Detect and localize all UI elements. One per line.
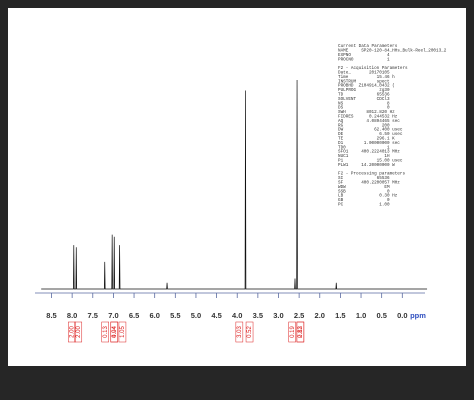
x-axis-label: ppm bbox=[410, 311, 426, 320]
parameter-line: LB 0.30 Hz bbox=[338, 194, 398, 199]
parameter-line: GB 0 bbox=[338, 198, 390, 203]
integral-box bbox=[245, 321, 254, 343]
parameter-line: WDW EM bbox=[338, 185, 390, 190]
parameter-line: DS 0 bbox=[338, 106, 390, 111]
parameter-line: PROBHD Z104914_0432 ( bbox=[338, 84, 395, 89]
parameter-line: NS 8 bbox=[338, 101, 390, 106]
x-tick-label: 8.5 bbox=[46, 311, 56, 320]
x-tick-label: 3.0 bbox=[273, 311, 283, 320]
x-tick-label: 0.5 bbox=[376, 311, 386, 320]
parameter-line: P1 15.00 usec bbox=[338, 159, 403, 164]
x-tick-label: 1.5 bbox=[335, 311, 345, 320]
parameter-line: PC 1.00 bbox=[338, 203, 390, 208]
parameter-line: TD 65536 bbox=[338, 93, 390, 98]
parameter-line: Time 15.46 h bbox=[338, 75, 395, 80]
parameter-line: Date_ 20170105 bbox=[338, 71, 390, 76]
integral-label: 0.19 bbox=[290, 326, 296, 338]
integral-box bbox=[74, 321, 83, 343]
parameter-line: DW 62.400 usec bbox=[338, 128, 403, 133]
x-tick-label: 0.0 bbox=[397, 311, 407, 320]
integral-label: 2.00 bbox=[69, 326, 75, 338]
integral-label: 0.13 bbox=[103, 326, 109, 338]
parameter-line: TD0 1 bbox=[338, 145, 390, 150]
parameter-line: FIDRES 0.244532 Hz bbox=[338, 115, 398, 120]
parameter-line: PULPROG zg30 bbox=[338, 88, 390, 93]
integral-label: 4.04 bbox=[112, 326, 118, 338]
parameter-line: F2 - Processing parameters bbox=[338, 172, 405, 177]
integral-box bbox=[110, 321, 119, 343]
x-tick-label: 1.0 bbox=[356, 311, 366, 320]
x-tick-label: 6.5 bbox=[129, 311, 139, 320]
integral-box bbox=[118, 321, 127, 343]
integral-box bbox=[101, 321, 109, 343]
integral-label: 0.94 bbox=[112, 326, 118, 338]
spectrum-line bbox=[41, 79, 428, 290]
parameter-line: SFO1 400.2224013 MHz bbox=[338, 150, 400, 155]
parameter-line: DE 6.50 usec bbox=[338, 132, 403, 137]
parameter-line: SSB 0 bbox=[338, 189, 390, 194]
x-tick-label: 8.0 bbox=[67, 311, 77, 320]
parameter-line: NAME SP20-120-84_HHs_Bulk-Reel_20013_2 bbox=[338, 49, 447, 54]
parameter-line: SF 400.2200057 MHz bbox=[338, 181, 400, 186]
integral-box bbox=[296, 321, 305, 343]
x-tick-label: 4.0 bbox=[232, 311, 242, 320]
x-tick-label: 2.0 bbox=[315, 311, 325, 320]
plot-background bbox=[8, 8, 466, 366]
x-tick-label: 7.5 bbox=[88, 311, 98, 320]
integral-box bbox=[68, 321, 76, 343]
x-tick-label: 4.5 bbox=[211, 311, 221, 320]
parameter-line: RG 200 bbox=[338, 123, 390, 128]
integral-label: 0.52 bbox=[247, 326, 253, 338]
integral-box bbox=[235, 321, 244, 343]
parameter-line: SOLVENT CDCl3 bbox=[338, 97, 390, 102]
parameter-line: Current Data Parameters bbox=[338, 44, 398, 49]
integral-box bbox=[288, 321, 296, 343]
integral-label: 3.03 bbox=[237, 326, 243, 338]
parameter-line: SWH 8012.820 Hz bbox=[338, 110, 395, 115]
integral-label: 2.00 bbox=[76, 326, 82, 338]
parameter-line: PLW1 14.20000000 W bbox=[338, 163, 395, 168]
x-tick-label: 5.0 bbox=[191, 311, 201, 320]
x-tick-label: 2.5 bbox=[294, 311, 304, 320]
integral-label: 0.13 bbox=[298, 326, 304, 338]
x-tick-label: 6.0 bbox=[149, 311, 159, 320]
parameter-line: D1 1.00000000 sec bbox=[338, 141, 400, 146]
parameter-line: INSTRUM spect bbox=[338, 79, 390, 84]
parameter-line: SI 65536 bbox=[338, 176, 390, 181]
integral-label: 1.05 bbox=[120, 326, 126, 338]
x-tick-label: 5.5 bbox=[170, 311, 180, 320]
x-tick-label: 7.0 bbox=[108, 311, 118, 320]
integral-label: 2.82 bbox=[298, 326, 304, 338]
x-tick-label: 3.5 bbox=[253, 311, 263, 320]
parameter-line: AQ 4.0894465 sec bbox=[338, 119, 400, 124]
parameter-line: PROCNO 1 bbox=[338, 57, 390, 62]
parameter-line: NUC1 1H bbox=[338, 154, 390, 159]
parameter-line: F2 - Acquisition Parameters bbox=[338, 66, 408, 71]
parameter-line: EXPNO 4 bbox=[338, 53, 390, 58]
parameter-line: TE 296.1 K bbox=[338, 137, 395, 142]
